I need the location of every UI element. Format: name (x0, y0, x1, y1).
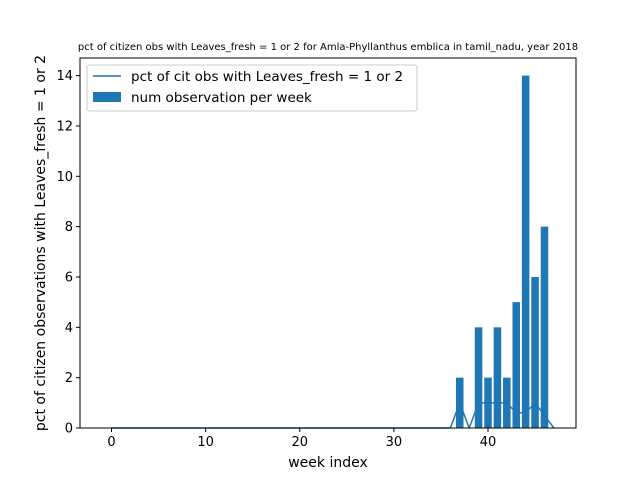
legend-bar-label: num observation per week (131, 90, 312, 106)
legend-bar-swatch (93, 92, 121, 102)
legend-line-label: pct of cit obs with Leaves_fresh = 1 or … (131, 69, 403, 85)
plot-frame (79, 57, 577, 429)
x-tick-label: 40 (480, 435, 497, 450)
x-axis-label: week index (288, 455, 368, 471)
y-axis-ticks: 0 2 4 6 8 10 12 14 (56, 69, 80, 437)
x-tick-label: 10 (197, 435, 214, 450)
y-tick-label: 14 (56, 69, 73, 84)
y-axis-label: pct of citizen observations with Leaves_… (33, 55, 49, 431)
bar-week-43 (512, 302, 520, 428)
y-tick-label: 8 (65, 220, 73, 235)
chart-title: pct of citizen obs with Leaves_fresh = 1… (78, 42, 578, 53)
y-tick-label: 0 (65, 422, 73, 437)
bar-week-46 (540, 226, 549, 428)
bar-week-45 (531, 276, 539, 428)
y-tick-label: 6 (65, 270, 73, 285)
bar-week-44 (521, 75, 530, 429)
bar-week-41 (493, 327, 502, 428)
x-tick-label: 20 (291, 435, 308, 450)
bar-week-39 (474, 327, 483, 428)
y-tick-label: 2 (65, 371, 73, 386)
y-tick-label: 10 (56, 170, 73, 185)
y-tick-label: 12 (56, 119, 73, 134)
x-tick-label: 0 (107, 435, 115, 450)
legend-box (86, 64, 418, 112)
y-tick-label: 4 (65, 321, 73, 336)
x-axis-ticks: 0 10 20 30 40 (107, 428, 496, 450)
legend: pct of cit obs with Leaves_fresh = 1 or … (86, 64, 418, 112)
x-tick-label: 30 (386, 435, 403, 450)
